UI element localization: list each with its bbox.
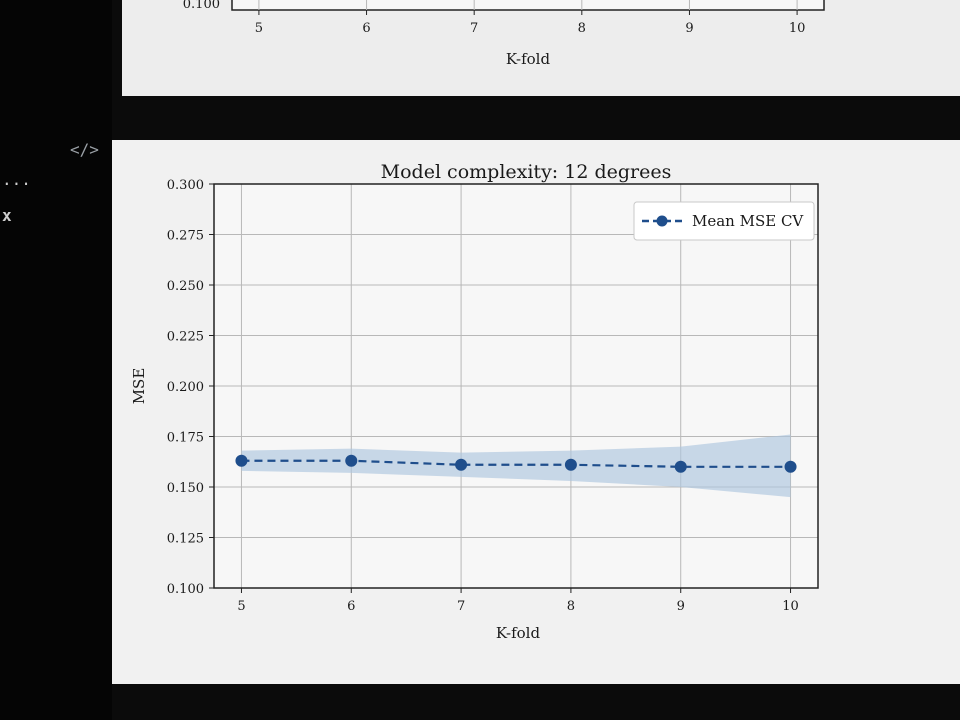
y-tick-label: 0.250	[167, 279, 204, 294]
sidebar-text-fragment: ...	[2, 170, 31, 189]
data-point	[345, 454, 358, 467]
y-tick-label: 0.125	[167, 532, 204, 547]
axes	[209, 183, 819, 593]
legend-marker	[656, 215, 668, 227]
previous-x-tick-label: 7	[470, 21, 478, 36]
y-tick-label: 0.275	[167, 229, 204, 244]
y-tick-label: 0.100	[167, 582, 204, 597]
y-tick-label: 0.200	[167, 380, 204, 395]
y-tick-label: 0.150	[167, 481, 204, 496]
data-point	[674, 460, 687, 473]
grid	[214, 183, 818, 589]
previous-x-tick-label: 9	[685, 21, 693, 36]
axes-frame	[213, 183, 819, 589]
y-tick-label: 0.225	[167, 330, 204, 345]
x-axis-label: K-fold	[496, 624, 541, 642]
previous-plot-frame	[231, 0, 825, 11]
x-tick-label: 6	[347, 599, 355, 614]
data-point	[235, 454, 248, 467]
previous-chart: 5 6 7 8 9 10 0.100 K-fold	[183, 0, 825, 68]
chart-title: Model complexity: 12 degrees	[381, 161, 672, 183]
sidebar-text-fragment: x	[2, 206, 12, 225]
previous-y-tick-label: 0.100	[183, 0, 220, 12]
output-cell-previous: 5 6 7 8 9 10 0.100 K-fold	[122, 0, 960, 96]
data-point	[455, 458, 468, 471]
previous-x-axis-label: K-fold	[506, 50, 551, 68]
x-tick-label: 5	[237, 599, 245, 614]
previous-x-tick-label: 8	[578, 21, 586, 36]
legend: Mean MSE CV	[633, 201, 815, 241]
editor-sidebar: ... x </>	[0, 0, 112, 720]
y-tick-label: 0.175	[167, 431, 204, 446]
data-point	[784, 460, 797, 473]
legend-box	[633, 201, 815, 241]
previous-x-tick-label: 5	[255, 21, 263, 36]
series-line	[235, 454, 797, 473]
x-tick-label: 10	[782, 599, 799, 614]
code-icon[interactable]: </>	[70, 140, 99, 159]
y-tick-label: 0.300	[167, 178, 204, 193]
x-tick-label: 8	[567, 599, 575, 614]
tick-labels: 0.100 0.125 0.150 0.175 0.200 0.225 0.250 0.275…	[167, 178, 799, 614]
output-cell-chart: Model complexity: 12 degrees 0.100 0.125 0…	[112, 140, 960, 684]
x-tick-label: 7	[457, 599, 465, 614]
y-axis-label: MSE	[130, 368, 148, 405]
legend-entry-label: Mean MSE CV	[692, 212, 804, 230]
previous-x-tick-label: 6	[362, 21, 370, 36]
mse-chart: Model complexity: 12 degrees 0.1000.1250…	[130, 161, 819, 642]
data-point	[564, 458, 577, 471]
x-tick-label: 9	[677, 599, 685, 614]
mean-mse-line	[241, 459, 791, 468]
previous-x-tick-label: 10	[789, 21, 806, 36]
